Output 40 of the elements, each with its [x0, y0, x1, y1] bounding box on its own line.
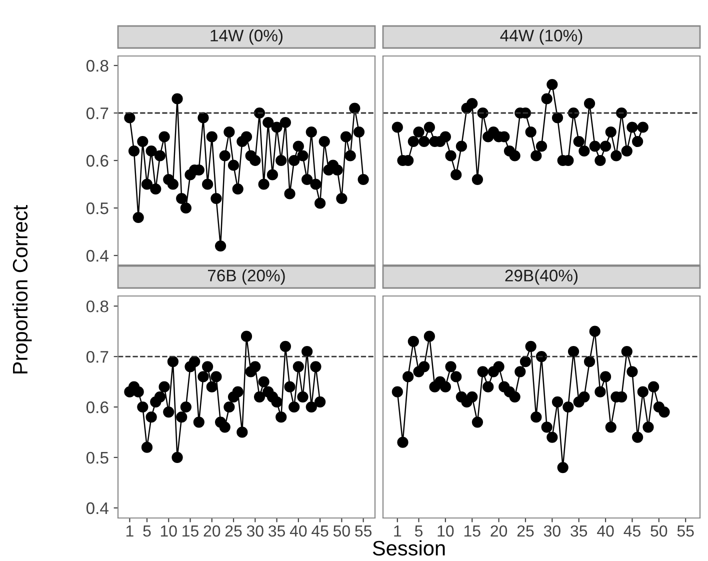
x-tick-label: 50: [650, 525, 668, 537]
x-tick-label: 45: [624, 526, 640, 537]
x-tick-label: 40: [597, 525, 614, 537]
y-axis-title: Proportion Correct: [12, 205, 32, 374]
x-tick-label: 55: [677, 526, 694, 537]
x-tick-label: 35: [570, 525, 588, 537]
y-tick-label: 0.5: [86, 202, 108, 214]
x-tick-label: 1: [126, 526, 134, 537]
x-tick-label: 40: [290, 525, 307, 537]
x-tick-label: 25: [517, 525, 534, 537]
y-tick-label: 0.5: [86, 452, 108, 464]
chart-title: 14W (0%): [210, 29, 283, 45]
x-tick-label: 10: [438, 525, 454, 537]
chart-title: 44W (10%): [500, 29, 582, 45]
x-tick-label: 50: [333, 525, 350, 537]
y-tick-label: 0.6: [86, 154, 108, 167]
x-axis-title: Session: [372, 540, 445, 556]
x-tick-label: 10: [160, 525, 177, 537]
chart-title: 76B (20%): [208, 269, 285, 285]
x-tick-label: 30: [544, 525, 560, 537]
x-tick-label: 45: [312, 526, 328, 537]
x-tick-label: 1: [394, 526, 402, 537]
x-tick-label: 15: [464, 526, 480, 537]
x-tick-label: 5: [414, 526, 423, 537]
y-tick-label: 0.8: [86, 60, 108, 72]
y-tick-label: 0.4: [86, 250, 108, 262]
x-tick-label: 20: [204, 525, 220, 537]
y-tick-label: 0.8: [86, 300, 108, 312]
y-tick-label: 0.7: [86, 350, 108, 363]
x-tick-label: 5: [143, 526, 151, 537]
x-tick-label: 15: [182, 526, 198, 537]
y-tick-label: 0.6: [86, 401, 108, 414]
x-tick-label: 35: [268, 525, 285, 537]
y-tick-label: 0.4: [86, 502, 108, 514]
y-tick-label: 0.7: [86, 107, 108, 120]
chart-title: 29B(40%): [505, 269, 578, 285]
x-tick-label: 30: [246, 525, 264, 537]
x-tick-label: 20: [490, 525, 508, 537]
x-tick-label: 55: [355, 526, 372, 537]
x-tick-label: 25: [225, 525, 242, 537]
